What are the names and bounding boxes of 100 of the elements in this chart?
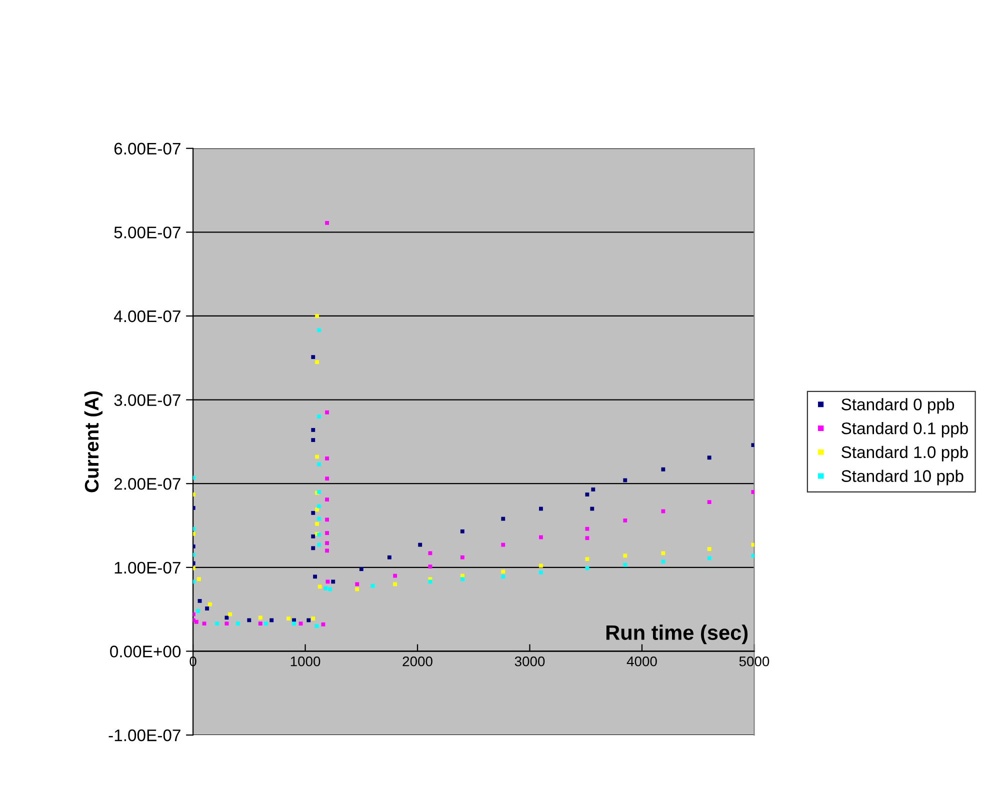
point <box>501 570 506 574</box>
point <box>501 574 506 579</box>
point <box>501 542 506 547</box>
point <box>196 609 200 613</box>
point <box>707 547 712 551</box>
point <box>311 510 316 515</box>
point <box>311 616 316 621</box>
y-tick-label: 5.00E-07 <box>114 226 180 238</box>
point <box>661 467 666 472</box>
point <box>247 618 252 622</box>
point <box>538 535 543 540</box>
y-tick-label: 4.00E-07 <box>114 310 180 322</box>
point <box>393 582 398 586</box>
point <box>325 476 330 481</box>
point <box>315 314 320 318</box>
point <box>751 490 754 494</box>
point <box>370 584 375 588</box>
legend-label: Standard 0 ppb <box>842 398 954 414</box>
point <box>325 456 330 460</box>
point <box>315 360 320 364</box>
point <box>311 534 316 538</box>
point <box>258 616 262 620</box>
point <box>224 622 229 626</box>
point <box>751 554 754 558</box>
point <box>460 529 464 534</box>
point <box>331 580 336 584</box>
point <box>393 574 398 578</box>
point <box>591 488 596 492</box>
y-tick-label: 0.00E+00 <box>110 646 181 658</box>
legend-label: Standard 10 ppb <box>842 470 964 486</box>
point <box>318 584 322 589</box>
y-tick-label: 2.00E-07 <box>114 478 180 490</box>
point <box>311 438 316 442</box>
point <box>325 541 330 546</box>
x-tick-label: 1000 <box>290 656 320 666</box>
point <box>707 556 712 560</box>
point <box>198 598 202 603</box>
point <box>324 586 328 590</box>
point <box>270 618 274 622</box>
point <box>585 566 590 570</box>
point <box>585 492 590 496</box>
point <box>325 548 330 553</box>
point <box>205 606 210 610</box>
point <box>298 622 303 626</box>
y-axis-title: Current (A) <box>84 391 102 492</box>
point <box>317 504 322 508</box>
point <box>326 580 330 584</box>
legend-label: Standard 1.0 ppb <box>842 446 968 462</box>
point <box>355 582 360 586</box>
point <box>751 443 754 448</box>
x-tick-label: 4000 <box>626 656 657 666</box>
point <box>623 478 628 482</box>
point <box>264 622 268 626</box>
x-axis-title: Run time (sec) <box>606 624 748 644</box>
point <box>286 616 290 621</box>
point <box>623 554 628 558</box>
point <box>623 562 628 567</box>
y-tick-label: 3.00E-07 <box>114 394 180 406</box>
point <box>707 456 712 460</box>
point <box>428 564 432 569</box>
point <box>311 428 316 432</box>
point <box>460 555 464 560</box>
point <box>314 624 318 628</box>
point <box>315 508 320 512</box>
x-tick-label: 3000 <box>514 656 545 666</box>
point <box>236 622 240 626</box>
x-tick-label: 2000 <box>402 656 432 666</box>
point <box>258 622 262 626</box>
point <box>317 414 322 419</box>
point <box>317 462 322 466</box>
point <box>317 542 322 547</box>
point <box>306 618 311 622</box>
point <box>328 587 332 592</box>
point <box>315 522 320 526</box>
point <box>428 580 432 584</box>
point <box>325 531 330 536</box>
point <box>585 536 590 540</box>
point <box>387 555 392 560</box>
point <box>538 506 543 511</box>
point <box>359 567 364 572</box>
point <box>460 577 464 582</box>
point <box>661 551 666 556</box>
point <box>202 622 206 626</box>
point <box>292 622 296 626</box>
point <box>538 564 543 568</box>
point <box>325 410 330 414</box>
point <box>501 516 506 521</box>
point <box>228 612 232 616</box>
point <box>315 454 320 459</box>
point <box>317 516 322 521</box>
point <box>311 355 316 360</box>
point <box>325 220 330 225</box>
point <box>585 526 590 531</box>
point <box>418 542 422 547</box>
point <box>428 551 432 556</box>
point <box>321 622 326 626</box>
y-tick-label: 6.00E-07 <box>114 142 180 155</box>
point <box>311 546 316 550</box>
point <box>317 328 322 332</box>
point <box>325 518 330 522</box>
